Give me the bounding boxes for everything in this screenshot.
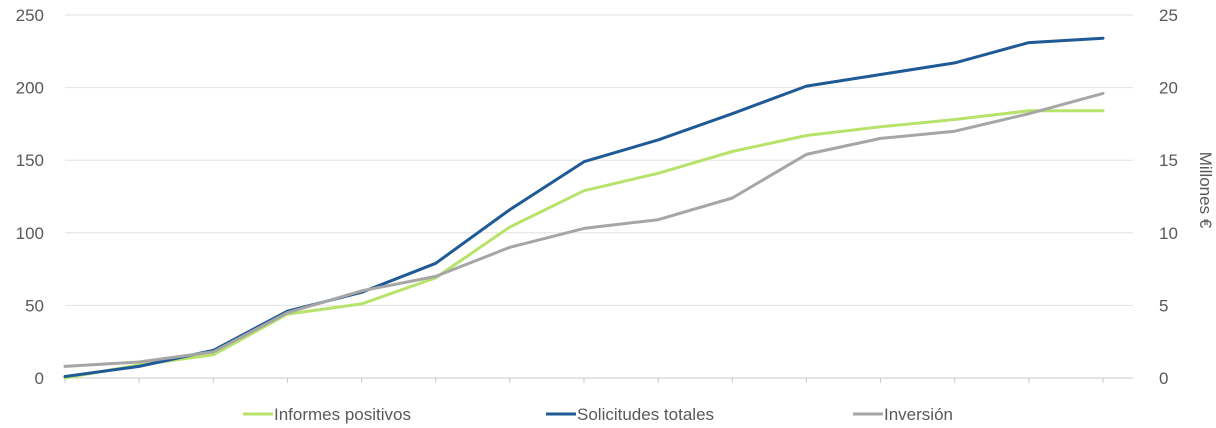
gridlines bbox=[65, 14, 1133, 379]
right-tick-label: 0 bbox=[1159, 369, 1168, 388]
right-tick-label: 5 bbox=[1159, 296, 1168, 315]
left-tick-label: 150 bbox=[16, 151, 44, 170]
series-lines bbox=[63, 36, 1105, 380]
series-line-2 bbox=[63, 36, 1105, 378]
legend-label: Inversión bbox=[884, 405, 953, 424]
right-y-axis-label: Millones € bbox=[1196, 152, 1215, 229]
series-line-1 bbox=[63, 109, 1105, 380]
left-tick-label: 100 bbox=[16, 224, 44, 243]
right-tick-label: 15 bbox=[1159, 151, 1178, 170]
legend-label: Solicitudes totales bbox=[577, 405, 714, 424]
right-y-axis: 0 5 10 15 20 25 bbox=[1159, 6, 1178, 388]
right-tick-label: 25 bbox=[1159, 6, 1178, 25]
series-line-3 bbox=[63, 91, 1105, 368]
legend-label: Informes positivos bbox=[274, 405, 411, 424]
left-y-axis: 0 50 100 150 200 250 bbox=[16, 6, 44, 388]
right-tick-label: 20 bbox=[1159, 79, 1178, 98]
right-tick-label: 10 bbox=[1159, 224, 1178, 243]
left-tick-label: 250 bbox=[16, 6, 44, 25]
left-tick-label: 0 bbox=[35, 369, 44, 388]
left-tick-label: 200 bbox=[16, 79, 44, 98]
legend: Informes positivos Solicitudes totales Inv… bbox=[243, 405, 953, 424]
left-tick-label: 50 bbox=[25, 296, 44, 315]
x-axis-ticks bbox=[64, 378, 1104, 383]
